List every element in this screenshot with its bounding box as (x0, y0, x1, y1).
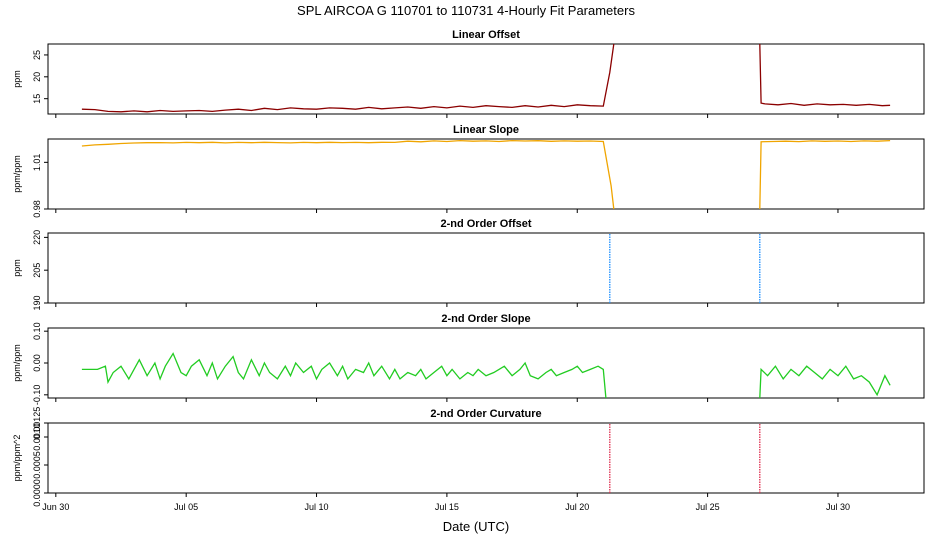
x-tick-label: Jul 20 (565, 502, 589, 512)
panel-frame (47, 422, 925, 494)
panel-frame (47, 43, 925, 115)
y-tick-label: 205 (32, 263, 42, 278)
y-tick-label: 0.0010 (32, 423, 42, 451)
panel-5: 2-nd Order Curvature 0.00000.00050.00100.… (12, 407, 925, 507)
y-tick-label: -0.10 (32, 385, 42, 406)
panel-frame (47, 327, 925, 399)
y-tick-label: 0.10 (32, 322, 42, 340)
series-line-1 (81, 352, 607, 398)
y-axis-label: ppm/ppm (12, 344, 22, 382)
x-tick-label: Jul 15 (435, 502, 459, 512)
panel-title: 2-nd Order Curvature (430, 408, 541, 420)
panel-4: 2-nd Order Slope -0.10 0.00 0.10 ppm/ppm (12, 313, 925, 406)
y-axis-label: ppm/ppm (12, 155, 22, 193)
panel-2: Linear Slope 0.98 1.01 ppm/ppm (12, 124, 925, 218)
panel-frame (47, 232, 925, 304)
panel-title: Linear Slope (453, 124, 519, 136)
x-tick-label: Jun 30 (42, 502, 69, 512)
y-tick-label: 0.00125 (32, 407, 42, 440)
series-line-2 (759, 365, 891, 398)
y-tick-label: 0.0005 (32, 451, 42, 479)
chart-title: SPL AIRCOA G 110701 to 110731 4-Hourly F… (297, 3, 635, 18)
y-tick-label: 25 (32, 50, 42, 60)
y-tick-label: 1.01 (32, 154, 42, 172)
panel-1: Linear Offset 15 20 25 ppm (12, 29, 925, 118)
x-axis-label: Date (UTC) (443, 519, 509, 534)
panel-title: Linear Offset (452, 29, 520, 41)
y-tick-label: 0.00 (32, 354, 42, 372)
y-axis-label: ppm (12, 259, 22, 277)
series-line-2 (759, 139, 891, 209)
y-tick-label: 15 (32, 94, 42, 104)
x-tick-label: Jul 25 (696, 502, 720, 512)
panel-3: 2-nd Order Offset 190 205 220 ppm (12, 218, 925, 311)
chart-panels: Linear Offset 15 20 25 ppm Linear Slope 0.98 1.… (12, 29, 925, 507)
x-tick-label: Jul 10 (305, 502, 329, 512)
y-tick-label: 190 (32, 295, 42, 310)
panel-frame (47, 138, 925, 210)
y-axis-label: ppm/ppm^2 (12, 435, 22, 482)
x-tick-label: Jul 05 (174, 502, 198, 512)
y-tick-label: 220 (32, 230, 42, 245)
y-tick-label: 20 (32, 72, 42, 82)
panel-title: 2-nd Order Slope (441, 313, 530, 325)
x-axis: Jun 30 Jul 05 Jul 10 Jul 15 Jul 20 Jul 25 Jul … (42, 502, 850, 512)
y-tick-label: 0.98 (32, 200, 42, 218)
series-line-1 (81, 44, 615, 113)
series-line-2 (759, 44, 891, 107)
y-axis-label: ppm (12, 70, 22, 88)
y-tick-label: 0.0000 (32, 479, 42, 507)
panel-title: 2-nd Order Offset (440, 218, 531, 230)
series-line-1 (81, 139, 615, 209)
x-tick-label: Jul 30 (826, 502, 850, 512)
